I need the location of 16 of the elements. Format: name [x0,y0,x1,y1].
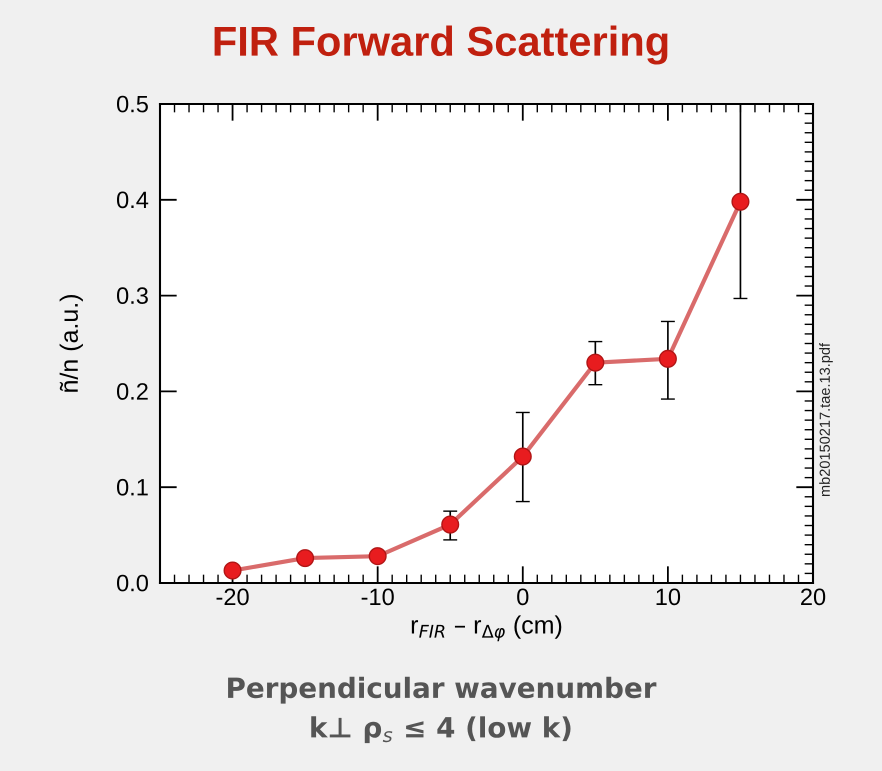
x-tick-label: -10 [362,588,394,606]
text: mb20150217.tae.13.pdf [819,342,833,496]
x-tick-label: 0 [517,588,528,606]
y-tick-label: 0.3 [116,287,148,304]
x-tick-label: 10 [656,588,680,606]
y-tick-label: 0.2 [116,383,148,400]
y-tick-label: 0.0 [116,574,148,592]
y-tick-label: 0.5 [116,96,148,112]
chart-title: FIR Forward Scattering [214,25,668,65]
y-tick-label: 0.4 [116,192,148,208]
text: Perpendicular wavenumber k⊥ ρ$_{s}$ ≤ 4 (low k) [228,676,656,744]
x-axis-title: r$_{FIR}$ – r$_{Δφ}$ (cm) [412,615,562,642]
x-tick-label: -20 [216,588,249,606]
y-axis-title: ñ/n (a.u.) [60,295,83,392]
y-tick-label: 0.1 [116,478,148,496]
x-tick-label: 20 [801,588,826,606]
